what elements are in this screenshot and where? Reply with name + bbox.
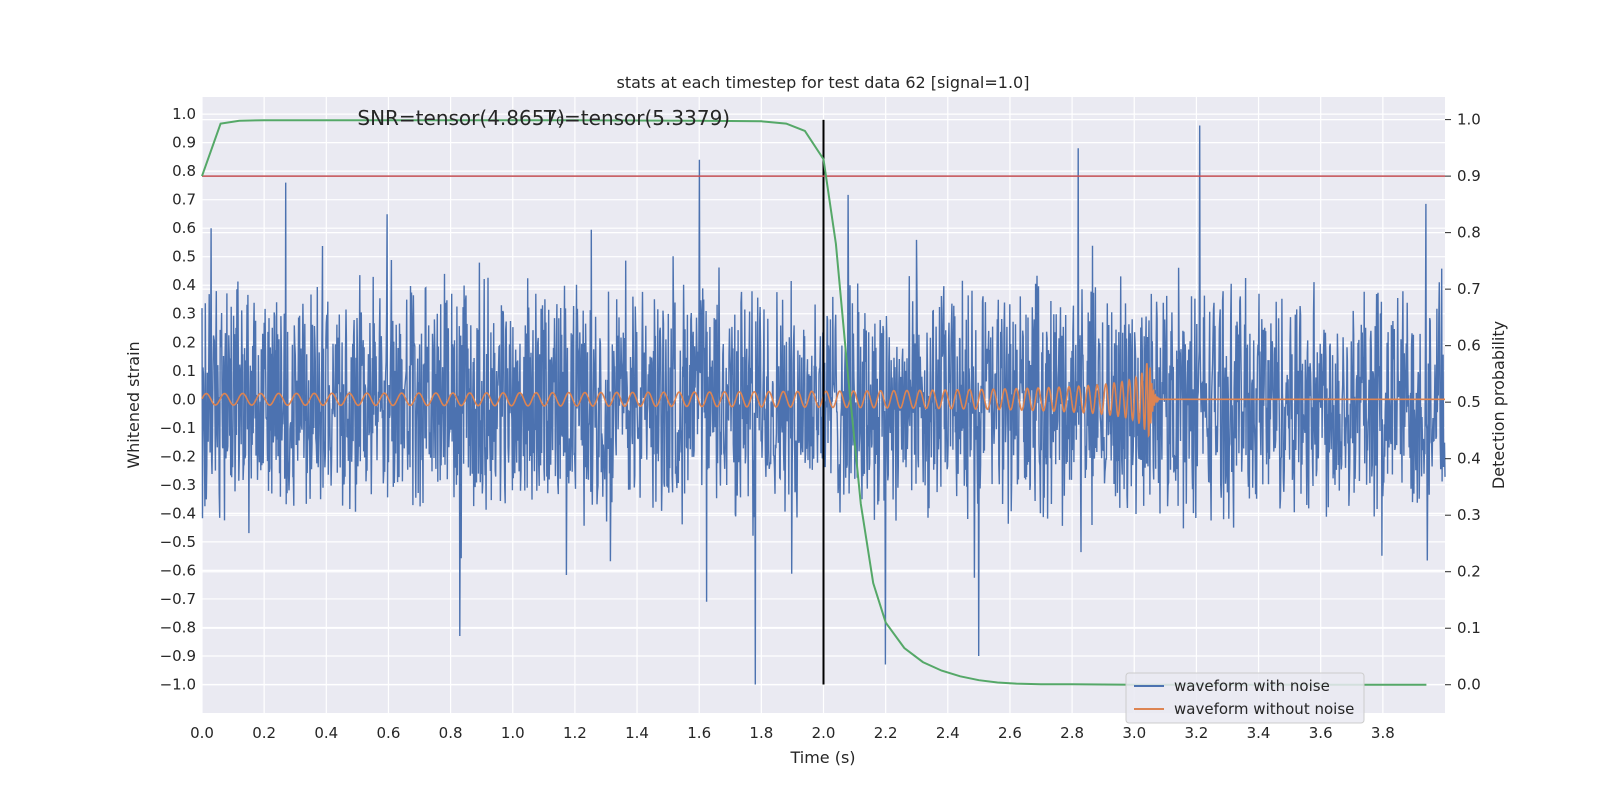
chart-title: stats at each timestep for test data 62 … <box>617 73 1030 92</box>
y2-tick-label: 0.3 <box>1457 506 1481 524</box>
x-tick-label: 1.0 <box>501 724 525 742</box>
annotation-t0: T₀=tensor(5.3379) <box>543 106 730 130</box>
y2-tick-label: 0.0 <box>1457 676 1481 694</box>
y-tick-label: −0.8 <box>160 618 196 636</box>
y-tick-label: −1.0 <box>160 675 196 693</box>
y-tick-label: 0.2 <box>172 333 196 351</box>
y2-tick-label: 0.5 <box>1457 393 1481 411</box>
y-tick-label: 0.9 <box>172 134 196 152</box>
x-tick-label: 1.8 <box>749 724 773 742</box>
y-tick-label: −0.3 <box>160 476 196 494</box>
y-tick-label: 0.8 <box>172 162 196 180</box>
y2-axis-label: Detection probability <box>1489 321 1508 489</box>
legend-label-noise: waveform with noise <box>1174 677 1330 695</box>
y-tick-label: 0.0 <box>172 390 196 408</box>
legend: waveform with noise waveform without noi… <box>1125 672 1365 724</box>
y2-tick-label: 1.0 <box>1457 111 1481 129</box>
x-tick-label: 3.2 <box>1184 724 1208 742</box>
legend-box <box>1125 672 1365 724</box>
y-axis-label: Whitened strain <box>124 341 143 468</box>
x-axis-label: Time (s) <box>789 748 855 767</box>
x-tick-label: 1.4 <box>625 724 649 742</box>
y2-tick-label: 0.9 <box>1457 167 1481 185</box>
y2-tick-label: 0.7 <box>1457 280 1481 298</box>
y-tick-label: 0.6 <box>172 219 196 237</box>
y-tick-label: −0.7 <box>160 590 196 608</box>
y2-tick-label: 0.2 <box>1457 563 1481 581</box>
x-tick-label: 2.2 <box>874 724 898 742</box>
x-tick-label: 1.2 <box>563 724 587 742</box>
x-tick-label: 3.6 <box>1309 724 1333 742</box>
y-tick-label: −0.4 <box>160 504 196 522</box>
x-tick-label: 0.8 <box>439 724 463 742</box>
y-tick-label: 0.7 <box>172 191 196 209</box>
series-detection-probability <box>201 119 1427 686</box>
y2-tick-label: 0.4 <box>1457 450 1481 468</box>
y2-tick-label: 0.6 <box>1457 337 1481 355</box>
y-tick-label: −0.1 <box>160 419 196 437</box>
x-tick-label: 0.6 <box>377 724 401 742</box>
y-tick-label: 1.0 <box>172 105 196 123</box>
y-tick-label: −0.9 <box>160 647 196 665</box>
y-tick-label: −0.6 <box>160 561 196 579</box>
x-tick-label: 2.6 <box>998 724 1022 742</box>
y-tick-label: 0.3 <box>172 305 196 323</box>
y-tick-label: 0.1 <box>172 362 196 380</box>
legend-label-clean: waveform without noise <box>1174 700 1354 718</box>
y-tick-label: −0.5 <box>160 533 196 551</box>
x-tick-label: 3.4 <box>1247 724 1271 742</box>
x-tick-label: 3.8 <box>1371 724 1395 742</box>
x-tick-label: 0.2 <box>252 724 276 742</box>
y2-tick-label: 0.8 <box>1457 224 1481 242</box>
annotation-snr: SNR=tensor(4.8657) <box>357 106 565 130</box>
y-tick-label: 0.4 <box>172 276 196 294</box>
y-tick-label: −0.2 <box>160 447 196 465</box>
x-tick-label: 1.6 <box>687 724 711 742</box>
x-tick-label: 0.0 <box>190 724 214 742</box>
x-tick-label: 2.8 <box>1060 724 1084 742</box>
plot-area <box>201 119 1446 686</box>
x-tick-label: 0.4 <box>314 724 338 742</box>
x-tick-label: 3.0 <box>1122 724 1146 742</box>
x-tick-label: 2.4 <box>936 724 960 742</box>
x-tick-label: 2.0 <box>812 724 836 742</box>
y2-tick-label: 0.1 <box>1457 619 1481 637</box>
ticks: 0.0 0.2 0.4 0.6 0.8 1.0 1.2 1.4 1.6 1.8 2.0 2.2 2.4 2… <box>160 105 1481 742</box>
y-tick-label: 0.5 <box>172 248 196 266</box>
